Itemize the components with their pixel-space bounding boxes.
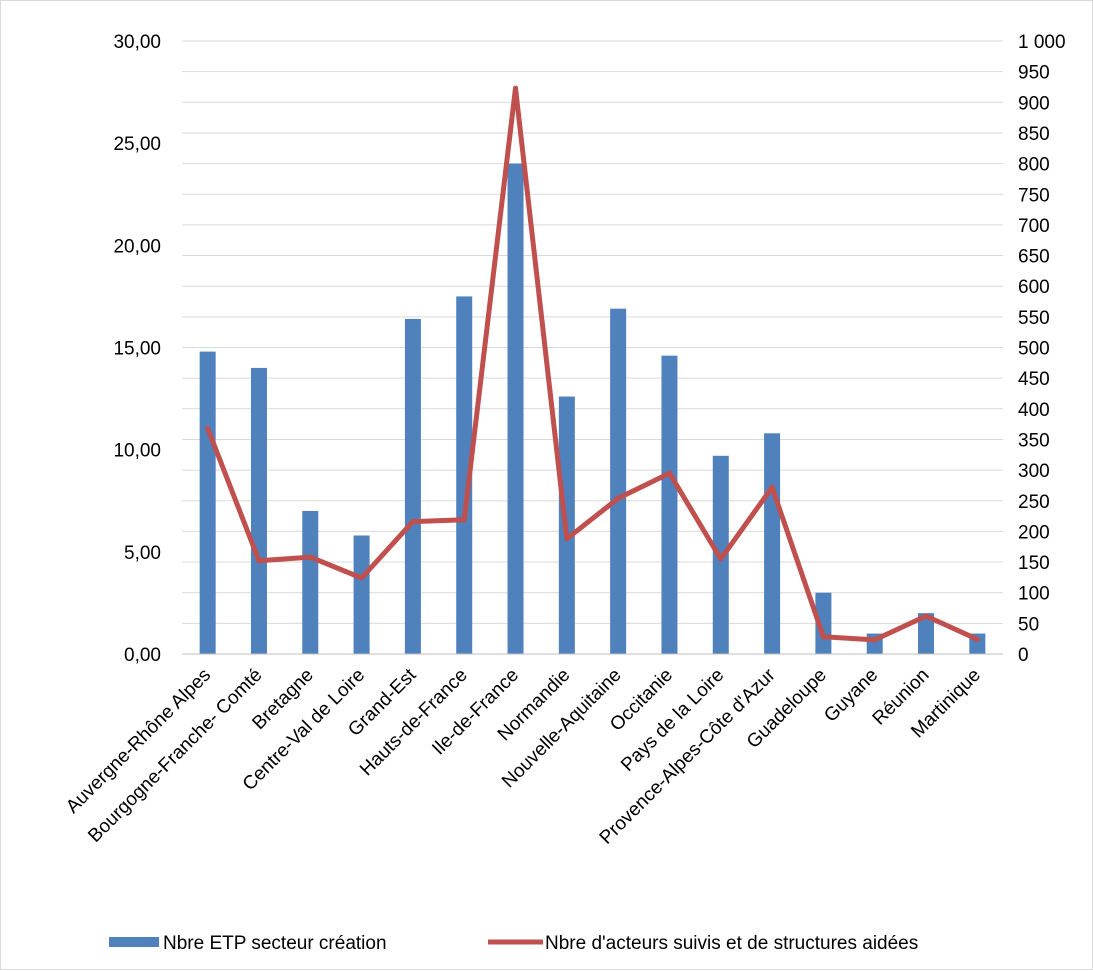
left-tick-label: 30,00	[113, 32, 161, 53]
left-tick-label: 20,00	[113, 236, 161, 257]
bar	[199, 351, 216, 654]
right-tick-label: 150	[1018, 553, 1050, 574]
right-tick-label: 250	[1018, 492, 1050, 513]
right-tick-label: 900	[1018, 93, 1050, 114]
bar	[250, 367, 267, 654]
bar	[302, 510, 319, 654]
right-tick-label: 300	[1018, 461, 1050, 482]
left-tick-label: 25,00	[113, 134, 161, 155]
bar	[661, 355, 678, 654]
line-point	[974, 636, 980, 642]
right-tick-label: 400	[1018, 400, 1050, 421]
series-line	[205, 85, 980, 643]
line-point	[923, 613, 929, 619]
legend-label-bar: Nbre ETP secteur création	[163, 933, 387, 954]
right-tick-label: 350	[1018, 430, 1050, 451]
line-point	[307, 554, 313, 560]
right-tick-label: 650	[1018, 247, 1050, 268]
line-point	[256, 558, 262, 564]
right-tick-label: 850	[1018, 124, 1050, 145]
line-point	[666, 470, 672, 476]
right-tick-label: 1 000	[1018, 32, 1066, 53]
right-tick-label: 100	[1018, 584, 1050, 605]
bar	[404, 318, 421, 654]
left-tick-label: 10,00	[113, 441, 161, 462]
line-point	[769, 484, 775, 490]
right-tick-label: 50	[1018, 614, 1039, 635]
right-tick-label: 450	[1018, 369, 1050, 390]
left-tick-label: 0,00	[124, 645, 161, 666]
line-point	[205, 425, 211, 431]
right-tick-label: 0	[1018, 645, 1029, 666]
line-point	[410, 519, 416, 525]
right-tick-label: 750	[1018, 185, 1050, 206]
line-point	[461, 517, 467, 523]
left-tick-label: 5,00	[124, 543, 161, 564]
left-tick-label: 15,00	[113, 339, 161, 360]
bar	[353, 535, 370, 654]
line-point	[513, 85, 519, 91]
line-point	[820, 634, 826, 640]
right-tick-label: 700	[1018, 216, 1050, 237]
line-series	[205, 85, 980, 643]
bar	[764, 433, 781, 654]
right-tick-label: 800	[1018, 155, 1050, 176]
line-point	[564, 536, 570, 542]
line-point	[615, 495, 621, 501]
legend-label-line: Nbre d'acteurs suivis et de structures a…	[545, 933, 918, 954]
bar	[918, 613, 935, 654]
bar	[456, 296, 473, 654]
right-tick-label: 550	[1018, 308, 1050, 329]
gridlines	[182, 40, 1003, 655]
bar	[507, 163, 524, 654]
left-axis: 0,00 5,00 10,00 15,00 20,00 25,00 30,00	[113, 32, 161, 666]
right-tick-label: 950	[1018, 63, 1050, 84]
line-point	[359, 575, 365, 581]
line-point	[872, 637, 878, 643]
right-tick-label: 200	[1018, 522, 1050, 543]
right-axis: 0 50 100 150 200 250 300 350 400 450 500 550 600 650 7…	[1018, 32, 1066, 666]
bar	[610, 308, 627, 654]
line-point	[718, 556, 724, 562]
legend: Nbre ETP secteur création Nbre d'acteurs…	[109, 933, 918, 954]
right-tick-label: 600	[1018, 277, 1050, 298]
legend-swatch-bar	[109, 937, 159, 947]
right-tick-label: 500	[1018, 339, 1050, 360]
